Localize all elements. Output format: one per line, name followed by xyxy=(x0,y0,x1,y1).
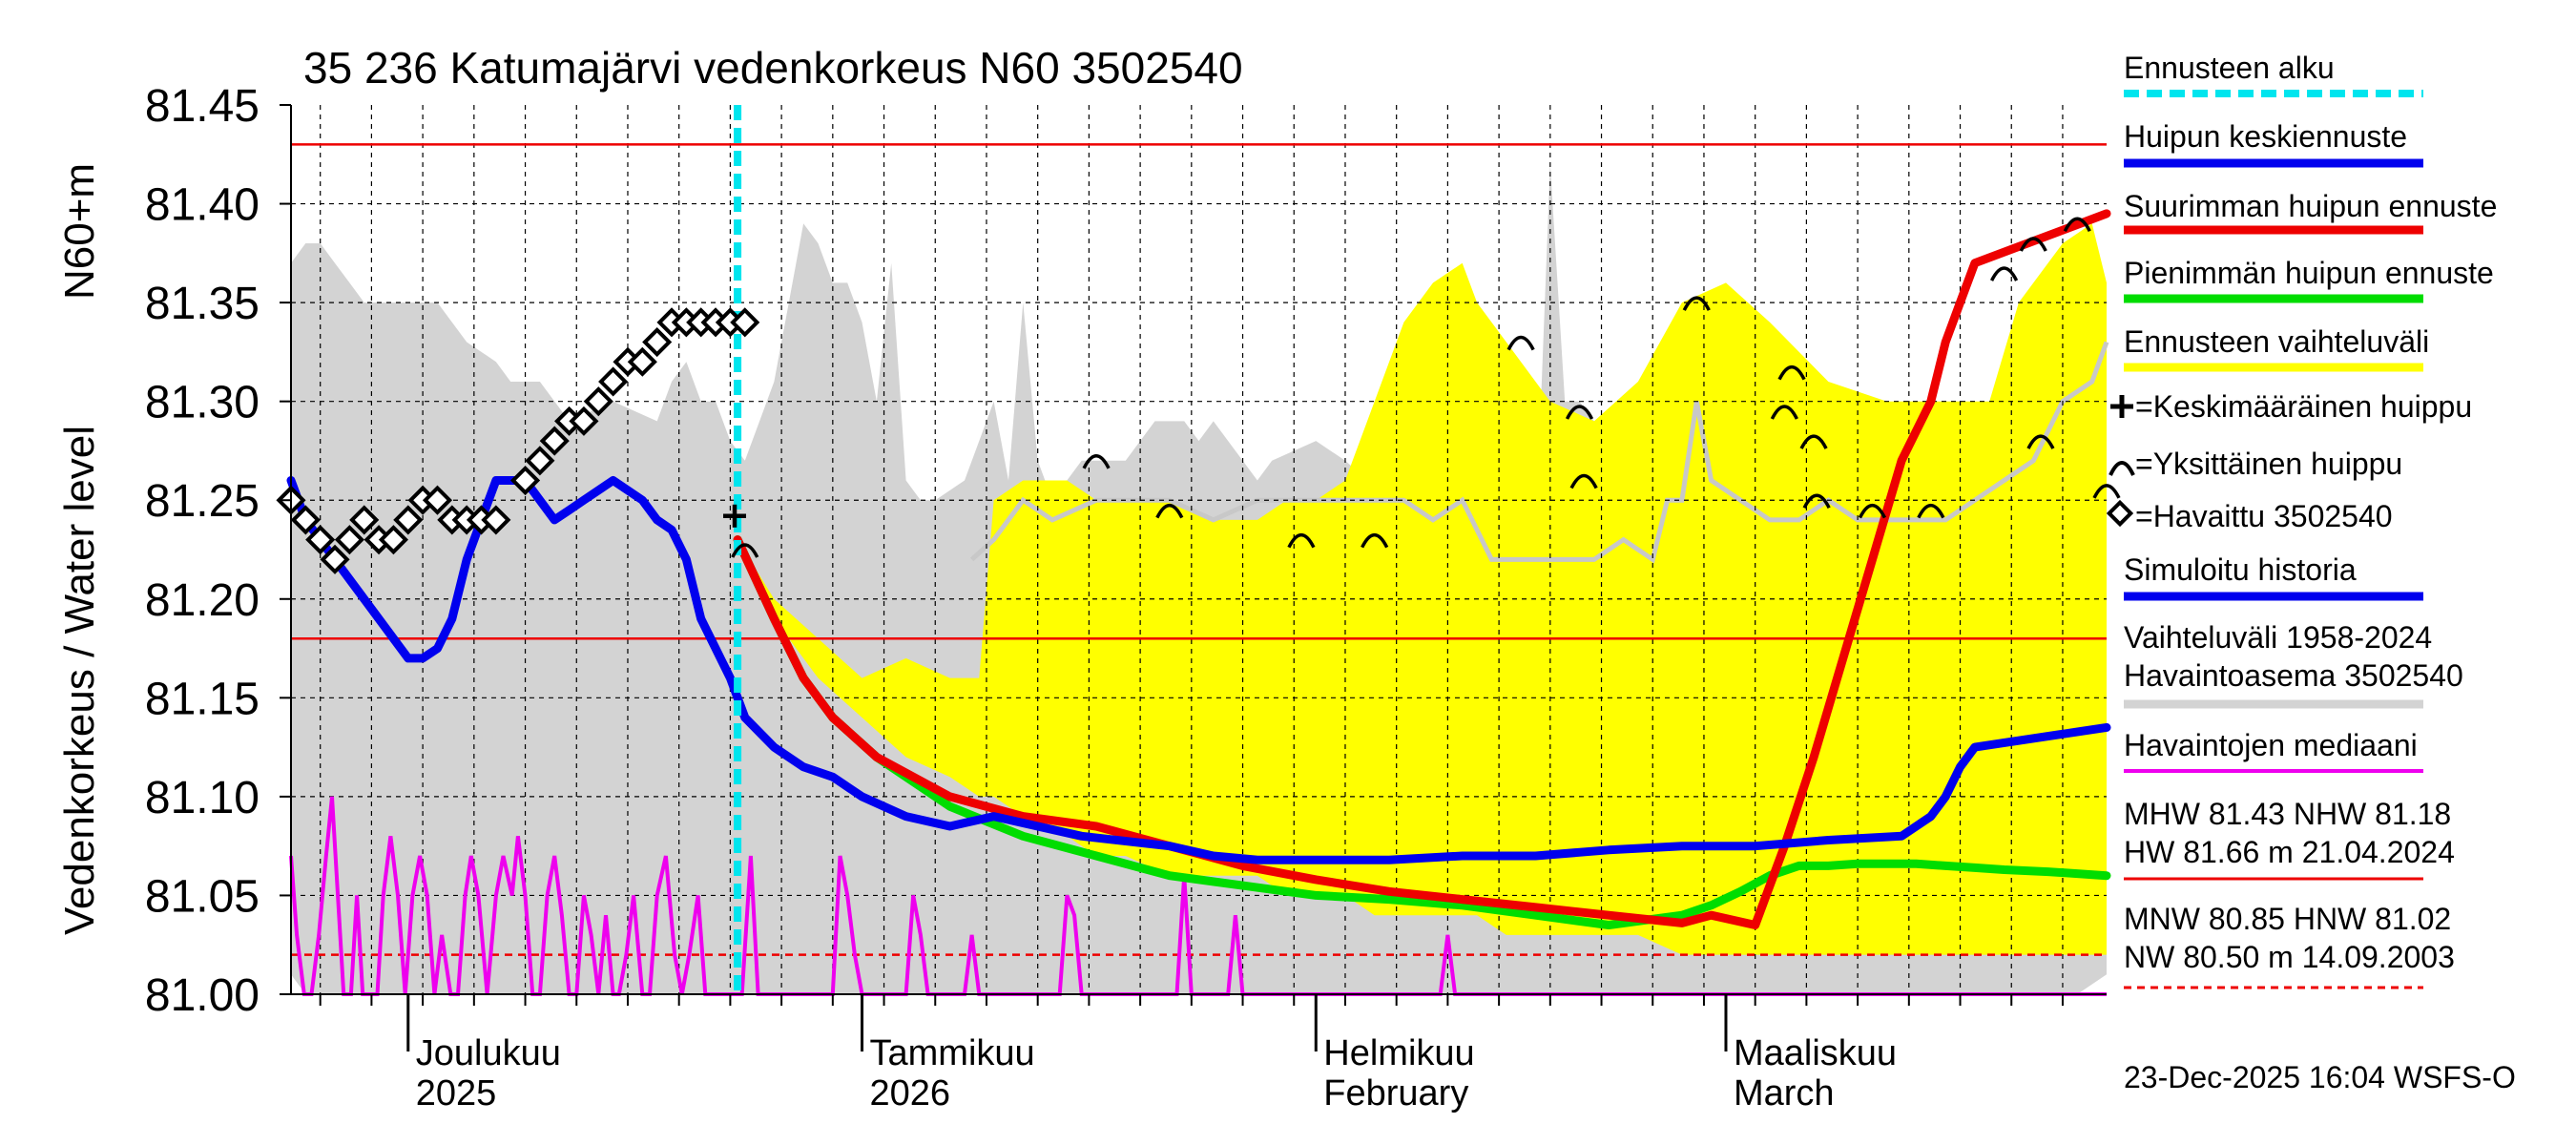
y-tick-label: 81.15 xyxy=(145,674,260,724)
individual-peak-marker xyxy=(1770,405,1798,420)
legend-mean-peak-forecast-label: Huipun keskiennuste xyxy=(2124,119,2407,154)
individual-peak-marker xyxy=(1565,405,1594,420)
observed-point xyxy=(642,326,673,358)
forecast-range-area xyxy=(737,223,2107,955)
individual-peak-marker xyxy=(2092,484,2121,499)
legend-median-label: Havaintojen mediaani xyxy=(2124,728,2418,762)
legend-individual-peak-label: =Yksittäinen huippu xyxy=(2135,447,2402,481)
individual-peak-marker xyxy=(1155,503,1184,519)
observed-point xyxy=(598,366,629,397)
y-tick-label: 81.45 xyxy=(145,81,260,132)
y-tick-label: 81.20 xyxy=(145,575,260,626)
x-month-sublabel: February xyxy=(1323,1073,1468,1114)
legend-range-label-2: Havaintoasema 3502540 xyxy=(2124,658,2463,693)
y-tick-label: 81.05 xyxy=(145,871,260,922)
x-month-label: Joulukuu xyxy=(416,1033,561,1073)
chart-title: 35 236 Katumajärvi vedenkorkeus N60 3502… xyxy=(303,43,1243,93)
x-month-label: Helmikuu xyxy=(1323,1033,1474,1073)
individual-peak-marker xyxy=(1361,532,1389,549)
individual-peak-marker xyxy=(2026,434,2055,449)
forecast-typical-line xyxy=(969,341,2109,564)
x-month-sublabel: 2026 xyxy=(870,1073,951,1114)
y-tick-label: 81.30 xyxy=(145,378,260,428)
observed-point xyxy=(569,406,599,436)
y-tick-label: 81.25 xyxy=(145,476,260,527)
observed-point xyxy=(509,465,541,496)
y-tick-label: 81.10 xyxy=(145,773,260,823)
stats-hw: HW 81.66 m 21.04.2024 xyxy=(2124,835,2455,869)
legend-max-peak-forecast-label: Suurimman huipun ennuste xyxy=(2124,189,2497,223)
legend-range-label-1: Vaihteluväli 1958-2024 xyxy=(2124,620,2432,655)
max-peak-forecast-line xyxy=(733,209,2111,929)
observed-point xyxy=(290,505,321,535)
y-axis-label: Vedenkorkeus / Water level xyxy=(56,426,103,935)
individual-peak-marker xyxy=(1917,503,1945,519)
individual-peak-marker xyxy=(1506,335,1535,351)
grid xyxy=(291,105,2107,994)
observed-point xyxy=(393,505,424,535)
individual-peak-marker xyxy=(1990,266,2019,281)
individual-peak-marker xyxy=(2019,237,2047,252)
legend-mean-peak-label: =Keskimääräinen huippu xyxy=(2135,389,2472,424)
individual-peak-marker xyxy=(1569,473,1598,489)
y-tick-label: 81.40 xyxy=(145,180,260,231)
y-axis-unit-label: N60+m xyxy=(56,163,103,300)
y-tick-label: 81.35 xyxy=(145,279,260,329)
individual-peak-marker xyxy=(1799,434,1828,449)
observed-point xyxy=(422,485,453,515)
individual-peak-marker xyxy=(1802,493,1831,510)
observed-point xyxy=(539,426,570,456)
x-month-sublabel: March xyxy=(1734,1073,1835,1114)
individual-peak-marker xyxy=(1777,364,1806,381)
observed-point xyxy=(334,525,364,555)
legend-individual-peak-icon xyxy=(2109,461,2135,476)
legend-simulated-history-label: Simuloitu historia xyxy=(2124,552,2357,587)
y-tick-labels: 81.00 81.05 81.10 81.15 81.20 81.25 81.30 81.35… xyxy=(145,81,291,1021)
observed-point xyxy=(627,346,657,377)
individual-peak-marker xyxy=(1287,532,1316,549)
individual-peak-marker xyxy=(1082,454,1111,469)
x-month-label: Tammikuu xyxy=(870,1033,1035,1073)
mean-peak-marker xyxy=(723,504,747,528)
plot-area xyxy=(276,105,2121,996)
legend-forecast-start-label: Ennusteen alku xyxy=(2124,51,2335,85)
stats-mnw-hnw: MNW 80.85 HNW 81.02 xyxy=(2124,902,2451,936)
observed-point xyxy=(378,525,408,555)
observed-point xyxy=(305,525,336,555)
x-month-sublabel: 2025 xyxy=(416,1073,497,1114)
observed-point xyxy=(349,505,380,535)
y-tick-label: 81.00 xyxy=(145,970,260,1021)
observed-point xyxy=(730,307,760,338)
observed-point xyxy=(481,505,511,535)
legend-observed-icon xyxy=(2106,499,2134,528)
mean-peak-forecast-line xyxy=(286,476,2111,864)
individual-peak-marker xyxy=(731,543,759,558)
individual-peak-marker xyxy=(2063,217,2091,233)
legend-observed-label: =Havaittu 3502540 xyxy=(2135,499,2393,533)
observed-point xyxy=(320,544,350,574)
legend: Ennusteen alku Huipun keskiennuste Suuri… xyxy=(2106,51,2497,989)
min-peak-forecast-line xyxy=(733,535,2111,929)
individual-peak-marker xyxy=(1682,296,1711,311)
observed-point xyxy=(583,386,613,417)
footer-timestamp: 23-Dec-2025 16:04 WSFS-O xyxy=(2124,1060,2516,1094)
observed-point xyxy=(525,446,555,476)
legend-forecast-range-label: Ennusteen vaihteluväli xyxy=(2124,324,2429,359)
stats-nw: NW 80.50 m 14.09.2003 xyxy=(2124,940,2455,974)
stats-mhw-nhw: MHW 81.43 NHW 81.18 xyxy=(2124,797,2451,831)
x-month-label: Maaliskuu xyxy=(1734,1033,1897,1073)
legend-mean-peak-icon xyxy=(2110,395,2133,418)
legend-min-peak-forecast-label: Pienimmän huipun ennuste xyxy=(2124,256,2494,290)
individual-peak-marker xyxy=(1858,503,1887,519)
